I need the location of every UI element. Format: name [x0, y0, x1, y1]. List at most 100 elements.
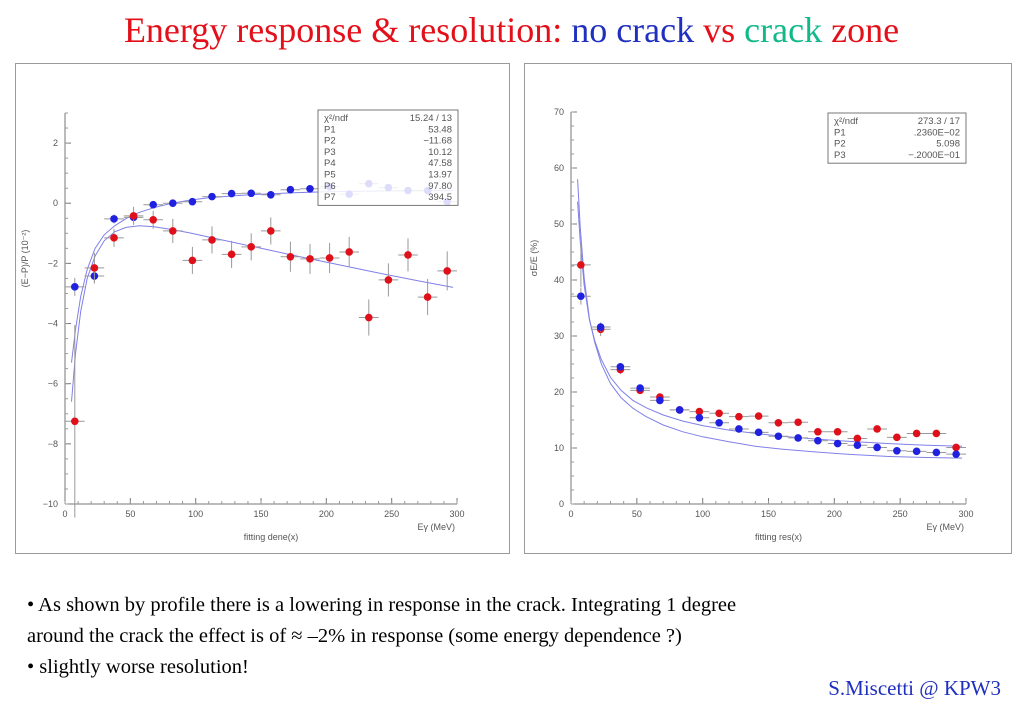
plot-caption: fitting res(x): [755, 532, 802, 542]
stats-value: 394.5: [428, 192, 452, 203]
data-point: [404, 251, 412, 259]
stats-key: P6: [324, 181, 336, 192]
data-point: [227, 250, 236, 259]
data-point: [814, 427, 822, 436]
data-point: [208, 236, 216, 244]
stats-key: χ²/ndf: [324, 113, 348, 124]
stats-box: [317, 109, 459, 206]
x-tick-label: 100: [695, 509, 710, 519]
response-chart: −10 −8 −6 −4 −2 0 2 0 50 100 150 200 250 300 Eγ (MeV) f…: [20, 109, 465, 542]
x-tick-label: 300: [958, 509, 973, 519]
bullet-list: • As shown by profile there is a lowerin…: [27, 590, 736, 683]
data-point: [893, 447, 901, 455]
stats-key: P1: [324, 124, 336, 135]
data-point: [345, 248, 354, 256]
data-point: [735, 412, 743, 421]
data-point: [188, 197, 197, 206]
data-point: [188, 256, 197, 265]
title-vs: vs: [703, 10, 736, 50]
stats-value: 273.3 / 17: [918, 116, 960, 127]
data-point: [932, 429, 941, 438]
fit-curve: [71, 225, 454, 402]
stats-value: 15.24 / 13: [410, 113, 452, 124]
stats-value: −11.68: [423, 136, 452, 147]
x-tick-label: 200: [827, 509, 842, 519]
data-point: [695, 407, 704, 416]
y-tick-label: 10: [554, 443, 564, 453]
data-point: [71, 417, 79, 426]
footer-credit: S.Miscetti @ KPW3: [828, 676, 1001, 700]
x-tick-label: 100: [188, 509, 203, 519]
stats-key: P4: [324, 158, 336, 169]
stats-key: P5: [324, 170, 336, 181]
data-point: [325, 254, 334, 262]
data-point: [794, 434, 802, 442]
x-axis-title: Eγ (MeV): [417, 522, 455, 532]
stats-key: P2: [324, 136, 336, 147]
data-point: [695, 413, 704, 422]
y-tick-label: 20: [554, 387, 564, 397]
stats-value: 13.97: [428, 170, 452, 181]
title-crack: crack: [744, 10, 823, 50]
data-point: [715, 419, 723, 427]
resolution-chart: 0 10 20 30 40 50 60 70 0 50 100 150 200 250 300 Eγ (MeV…: [529, 107, 974, 542]
data-point: [110, 234, 118, 242]
x-tick-label: 250: [384, 509, 399, 519]
x-tick-label: 250: [893, 509, 908, 519]
data-point: [286, 252, 295, 261]
stats-value: 53.48: [428, 124, 452, 135]
x-tick-label: 150: [253, 509, 268, 519]
data-point: [286, 185, 295, 194]
y-axis-title: (E−P)/P (10⁻²): [20, 230, 30, 288]
y-tick-label: −10: [43, 499, 58, 509]
data-point: [675, 406, 684, 414]
x-tick-label: 200: [319, 509, 334, 519]
stats-key: P3: [834, 150, 846, 161]
data-point: [365, 313, 373, 322]
data-point: [110, 215, 118, 223]
data-point: [814, 436, 822, 445]
y-tick-label: −2: [48, 258, 58, 268]
response-plot-panel: −10 −8 −6 −4 −2 0 2 0 50 100 150 200 250 300 Eγ (MeV) f…: [15, 63, 510, 554]
data-point: [443, 267, 452, 275]
y-axis-title: σE/E (%): [529, 240, 539, 277]
title-zone: zone: [831, 10, 900, 50]
x-tick-label: 50: [125, 509, 135, 519]
bullet-resolution: • slightly worse resolution!: [27, 656, 249, 678]
data-point: [735, 425, 743, 433]
y-tick-label: −4: [48, 319, 58, 329]
data-point: [247, 189, 255, 198]
y-tick-label: 0: [559, 499, 564, 509]
resolution-plot-panel: 0 10 20 30 40 50 60 70 0 50 100 150 200 250 300 Eγ (MeV…: [524, 63, 1012, 554]
data-point: [794, 418, 802, 427]
data-point: [71, 283, 79, 291]
stats-value: 97.80: [428, 181, 452, 192]
data-point: [636, 384, 644, 392]
x-tick-label: 300: [449, 509, 464, 519]
plot-caption: fitting dene(x): [244, 532, 299, 542]
data-point: [169, 227, 177, 235]
data-point: [384, 276, 393, 284]
data-point: [774, 432, 783, 441]
data-point: [423, 293, 432, 301]
data-point: [208, 192, 216, 201]
data-point: [267, 227, 275, 235]
y-tick-label: 60: [554, 163, 564, 173]
y-tick-label: 70: [554, 107, 564, 117]
data-point: [754, 428, 763, 437]
data-point: [912, 429, 921, 438]
data-point: [754, 412, 763, 420]
x-tick-label: 0: [568, 509, 573, 519]
data-point: [616, 363, 625, 371]
bullet-response: • As shown by profile there is a lowerin…: [27, 594, 737, 616]
bullet-response-cont: around the crack the effect is of ≈ –2% …: [27, 625, 682, 647]
y-tick-label: −8: [48, 439, 58, 449]
y-tick-label: 40: [554, 275, 564, 285]
x-tick-label: 0: [62, 509, 67, 519]
data-point: [873, 443, 881, 452]
stats-value: 5.098: [936, 139, 960, 150]
data-point: [596, 323, 605, 331]
data-point: [853, 441, 862, 450]
stats-value: 47.58: [428, 158, 452, 169]
x-axis-title: Eγ (MeV): [926, 522, 964, 532]
